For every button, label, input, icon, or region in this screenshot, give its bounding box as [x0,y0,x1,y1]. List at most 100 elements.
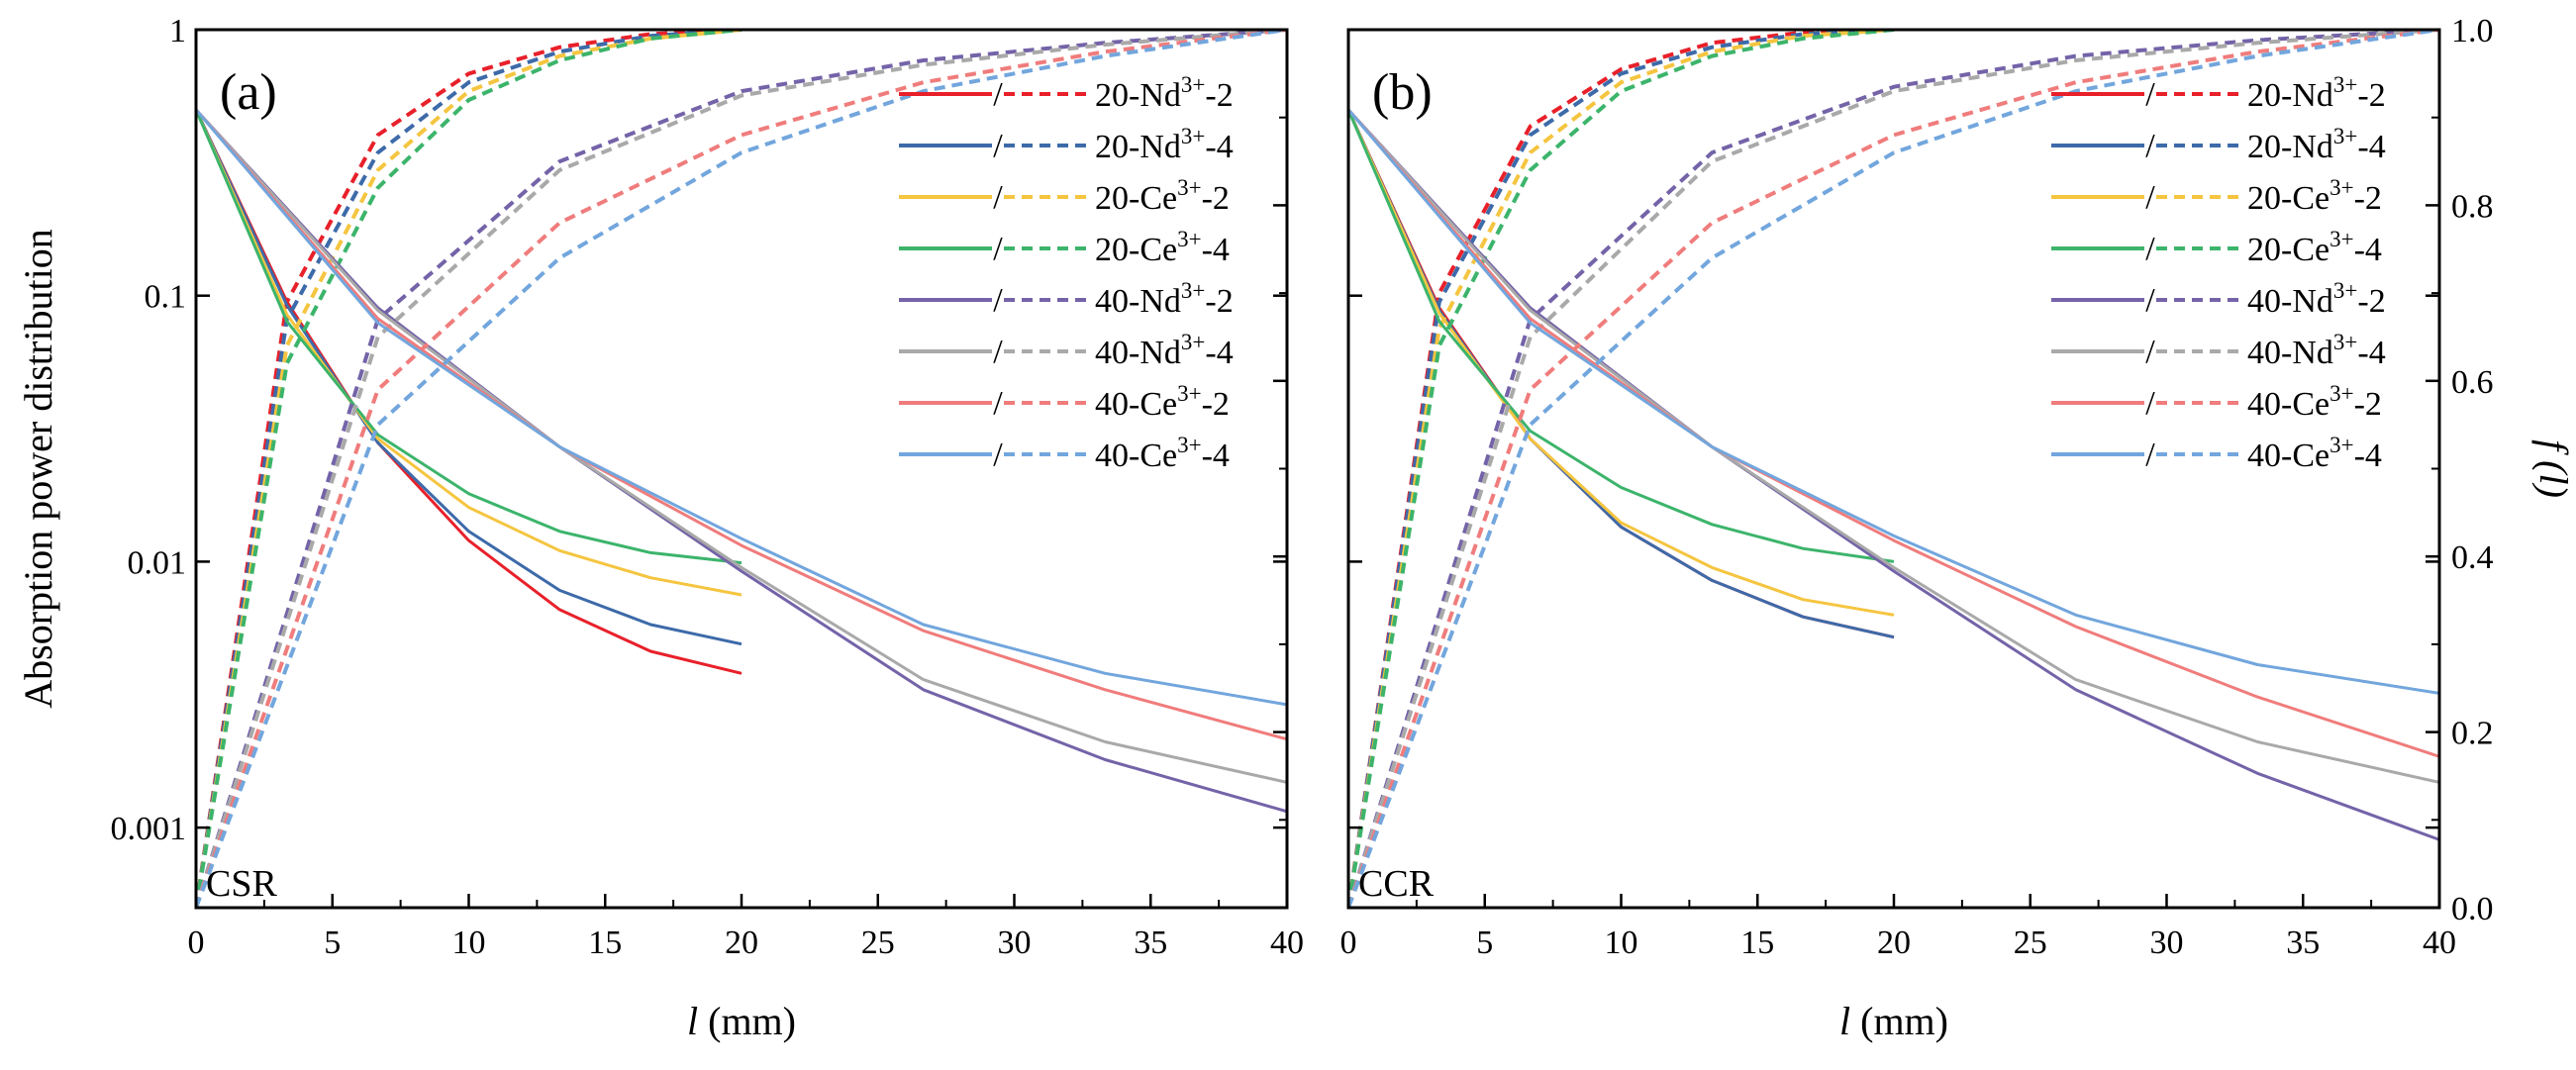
legend-label: 40-Ce3+-2 [1095,381,1230,423]
legend-item: / 20-Ce3+-4 [899,227,1230,268]
series-line-apd-3 [196,109,743,565]
series-line-f-5 [196,30,1287,908]
series-line-f-2 [196,30,743,908]
legend-item: / 40-Ce3+-2 [899,381,1230,423]
x-tick-label: 35 [1134,924,1167,961]
x-tick-label: 40 [1270,924,1304,961]
series-line-f-1 [196,30,743,908]
x-tick-label: 20 [1877,924,1911,961]
series-line-apd-2 [196,109,743,597]
x-tick-label: 15 [1740,924,1774,961]
x-tick-label: 5 [1476,924,1493,961]
y-tick-label-right: 1.0 [2451,13,2494,49]
curves [196,30,1287,908]
series-line-f-0 [1348,30,1895,908]
legend-label: 40-Ce3+-4 [2247,433,2382,474]
legend-slash: / [993,76,1003,113]
y-tick-label-left: 0.1 [145,279,187,316]
series-line-f-7 [1348,30,2439,908]
legend-slash: / [993,437,1003,473]
legend: / 20-Nd3+-2 / 20-Nd3+-4 / 20-Ce3+-2 / 20-Ce3+-4… [899,72,1234,474]
x-tick-label: 30 [998,924,1032,961]
y-tick-label-left: 1 [169,13,186,49]
x-tick-label: 40 [2423,924,2456,961]
x-tick-label: 20 [725,924,758,961]
x-tick-label: 35 [2286,924,2320,961]
legend-item: / 40-Ce3+-2 [2051,381,2382,423]
legend-slash: / [2145,76,2155,113]
legend-slash: / [2145,128,2155,164]
legend-label: 40-Ce3+-4 [1095,433,1230,474]
x-tick-label: 10 [1605,924,1638,961]
legend-item: / 20-Ce3+-2 [899,175,1230,217]
panel-label: (b) [1372,64,1433,121]
y-tick-label-right: 0.6 [2451,364,2494,401]
legend-item: / 20-Nd3+-2 [899,72,1234,114]
legend-slash: / [2145,385,2155,422]
y-tick-label-right: 0.8 [2451,188,2494,225]
legend-label: 40-Nd3+-4 [1095,330,1234,371]
legend-label: 20-Ce3+-4 [2247,227,2382,268]
series-line-apd-6 [1348,108,2439,758]
legend-slash: / [993,179,1003,216]
series-line-apd-7 [1348,108,2439,695]
series-line-f-5 [1348,30,2439,908]
legend-label: 20-Ce3+-2 [2247,175,2382,217]
x-axis-title: l (mm) [1839,999,1948,1043]
y-axis-title-right: f (l) [2531,439,2576,498]
legend-item: / 40-Ce3+-4 [2051,433,2382,474]
curves [1348,30,2439,908]
y-tick-label-right: 0.0 [2451,891,2494,927]
x-tick-label: 5 [324,924,341,961]
series-line-apd-2 [1348,109,1895,617]
legend-slash: / [993,128,1003,164]
legend-label: 20-Nd3+-2 [1095,72,1234,114]
legend-slash: / [993,385,1003,422]
x-tick-label: 15 [588,924,622,961]
legend-label: 40-Ce3+-2 [2247,381,2382,423]
panel-a: 0 5 10 15 20 25 30 35 40 l (mm) 0.001 0.01 0.1 1 Absor… [16,13,1304,1043]
legend-slash: / [993,282,1003,319]
x-tick-label: 25 [861,924,895,961]
series-line-apd-3 [1348,109,1895,563]
legend-item: / 40-Ce3+-4 [899,433,1230,474]
corner-label: CSR [206,863,277,905]
legend-item: / 20-Nd3+-2 [2051,72,2386,114]
legend-label: 20-Nd3+-4 [2247,124,2386,165]
legend: / 20-Nd3+-2 / 20-Nd3+-4 / 20-Ce3+-2 / 20-Ce3+-4… [2051,72,2386,474]
series-line-f-3 [1348,30,1895,908]
x-tick-label: 0 [188,924,205,961]
legend-slash: / [2145,282,2155,319]
panel-b: 0 5 10 15 20 25 30 35 40 l (mm) 0.0 0.2 0.4 0.6 0.8 1.0… [1340,13,2576,1043]
legend-label: 20-Ce3+-2 [1095,175,1230,217]
x-tick-label: 0 [1340,924,1357,961]
x-tick-label: 10 [452,924,486,961]
legend-label: 40-Nd3+-2 [2247,278,2386,320]
legend-item: / 40-Nd3+-2 [899,278,1234,320]
series-line-apd-4 [196,108,1287,814]
series-line-apd-4 [1348,108,2439,841]
legend-label: 20-Ce3+-4 [1095,227,1230,268]
legend-slash: / [2145,334,2155,370]
series-line-f-2 [1348,30,1895,908]
legend-slash: / [2145,231,2155,267]
series-line-apd-5 [196,108,1287,784]
series-line-apd-1 [196,109,743,646]
series-line-f-7 [196,30,1287,908]
legend-item: / 40-Nd3+-2 [2051,278,2386,320]
series-line-apd-6 [196,108,1287,741]
legend-slash: / [2145,437,2155,473]
legend-slash: / [993,231,1003,267]
legend-item: / 20-Nd3+-4 [899,124,1234,165]
series-line-apd-0 [196,109,743,675]
series-line-f-0 [196,30,743,908]
legend-item: / 40-Nd3+-4 [899,330,1234,371]
series-line-apd-7 [196,108,1287,707]
legend-slash: / [993,334,1003,370]
legend-item: / 20-Ce3+-2 [2051,175,2382,217]
panel-label: (a) [220,64,277,121]
y-axis-title-left: Absorption power distribution [16,229,60,708]
y-tick-label-right: 0.2 [2451,716,2494,752]
series-line-apd-5 [1348,108,2439,784]
y-tick-label-left: 0.01 [128,544,187,581]
